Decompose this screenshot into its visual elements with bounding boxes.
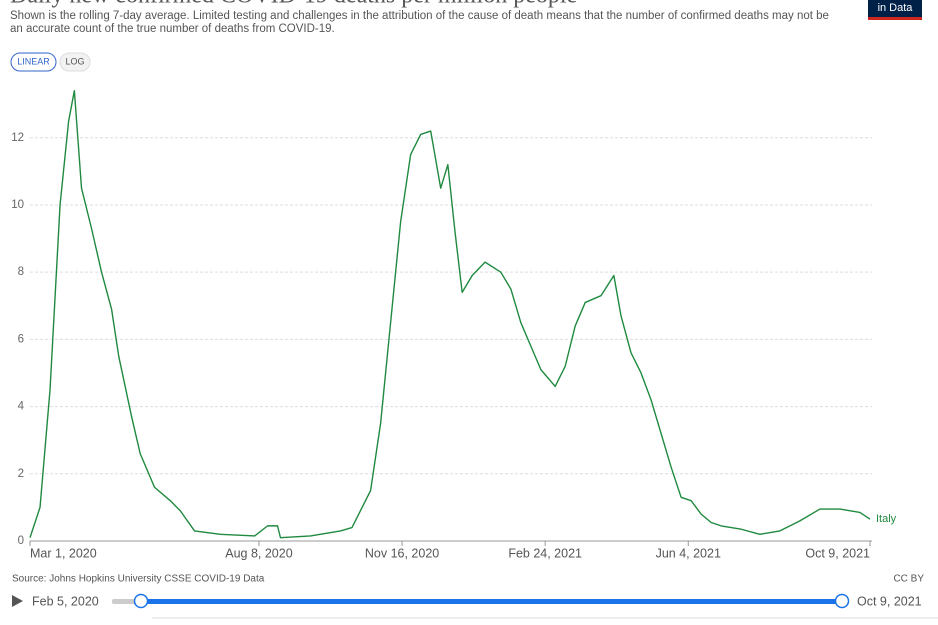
timeline-start: Feb 5, 2020 [32,594,99,608]
series-line [29,90,871,539]
timeline-range [141,599,842,604]
logo-text[interactable]: in Data [878,2,914,14]
x-tick-label: Mar 1, 2020 [30,546,97,560]
x-tick-label: Feb 24, 2021 [508,546,582,560]
chart-subtitle: Shown is the rolling 7-day average. Limi… [10,10,829,35]
log-button[interactable] [59,52,91,72]
play-button[interactable] [12,595,23,607]
y-tick-label: 8 [18,266,24,278]
series-label: Italy [876,513,897,525]
license[interactable]: CC BY [893,574,924,585]
y-tick-label: 12 [11,132,24,144]
linear-button[interactable] [10,52,57,72]
x-tick-label: Jun 4, 2021 [656,546,721,560]
chart-title: Daily new confirmed COVID-19 deaths per … [10,0,577,9]
y-tick-label: 0 [18,535,24,547]
logo-box[interactable] [868,0,922,19]
logo-underline [868,17,922,20]
x-tick-label: Oct 9, 2021 [805,546,870,560]
timeline-handle[interactable] [834,593,850,609]
x-tick-label: Nov 16, 2020 [365,546,439,560]
y-tick-label: 6 [18,333,24,345]
log-button-label[interactable]: LOG [65,56,84,66]
x-tick-label: Aug 8, 2020 [225,546,292,560]
subtitle-box: Shown is the rolling 7-day average. Limi… [10,10,829,35]
y-tick-label: 4 [18,401,25,413]
timeline-end: Oct 9, 2021 [857,594,922,608]
y-tick-label: 10 [11,199,24,211]
source: Source: Johns Hopkins University CSSE CO… [12,574,265,585]
y-tick-label: 2 [18,468,24,480]
timeline-handle[interactable] [133,593,149,609]
linear-button-label[interactable]: LINEAR [17,56,50,66]
